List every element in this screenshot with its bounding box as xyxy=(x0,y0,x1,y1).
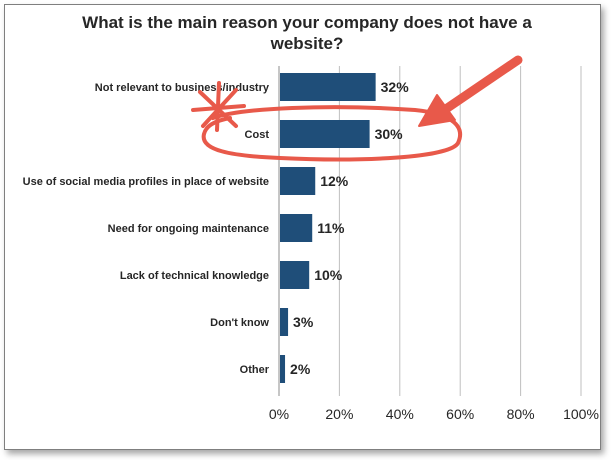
x-tick-label: 40% xyxy=(386,406,414,422)
arrow-icon xyxy=(418,55,523,127)
bar xyxy=(280,308,289,336)
value-label: 30% xyxy=(375,126,404,142)
value-label: 10% xyxy=(314,267,343,283)
bar xyxy=(280,261,310,289)
x-tick-label: 80% xyxy=(507,406,535,422)
annotation-circle xyxy=(201,105,463,162)
bar xyxy=(280,214,313,242)
chart-title-line-1: What is the main reason your company doe… xyxy=(82,13,532,32)
value-label: 2% xyxy=(290,361,311,377)
x-tick-label: 100% xyxy=(563,406,599,422)
chart-title-line-2: website? xyxy=(270,34,344,53)
annotation xyxy=(191,55,523,162)
category-label: Don't know xyxy=(210,317,269,329)
category-label: Cost xyxy=(245,129,270,141)
category-label: Not relevant to business/industry xyxy=(95,82,270,94)
value-labels: 32% 30% 12% 11% 10% 3% 2% xyxy=(290,79,409,377)
bar xyxy=(280,355,286,383)
bar xyxy=(280,73,376,101)
category-label: Need for ongoing maintenance xyxy=(108,223,269,235)
category-label: Other xyxy=(240,364,270,376)
category-label: Lack of technical knowledge xyxy=(120,270,269,282)
value-label: 12% xyxy=(320,173,349,189)
bar xyxy=(280,120,370,148)
category-label: Use of social media profiles in place of… xyxy=(23,176,269,188)
bar xyxy=(280,167,316,195)
bars xyxy=(280,73,376,383)
x-tick-label: 0% xyxy=(269,406,289,422)
value-label: 11% xyxy=(317,220,345,236)
x-tick-label: 60% xyxy=(446,406,474,422)
asterisk-icon xyxy=(191,81,246,132)
value-label: 32% xyxy=(381,79,410,95)
category-labels: Not relevant to business/industry Cost Use… xyxy=(23,82,270,376)
value-label: 3% xyxy=(293,314,314,330)
x-axis-tick-labels: 0% 20% 40% 60% 80% 100% xyxy=(269,406,599,422)
x-tick-label: 20% xyxy=(325,406,353,422)
